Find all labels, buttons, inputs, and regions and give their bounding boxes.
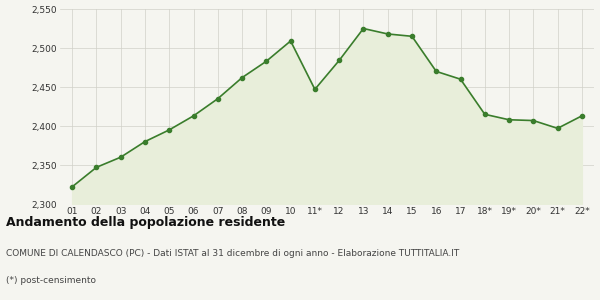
- Text: Andamento della popolazione residente: Andamento della popolazione residente: [6, 216, 285, 229]
- Text: COMUNE DI CALENDASCO (PC) - Dati ISTAT al 31 dicembre di ogni anno - Elaborazion: COMUNE DI CALENDASCO (PC) - Dati ISTAT a…: [6, 249, 459, 258]
- Text: (*) post-censimento: (*) post-censimento: [6, 276, 96, 285]
